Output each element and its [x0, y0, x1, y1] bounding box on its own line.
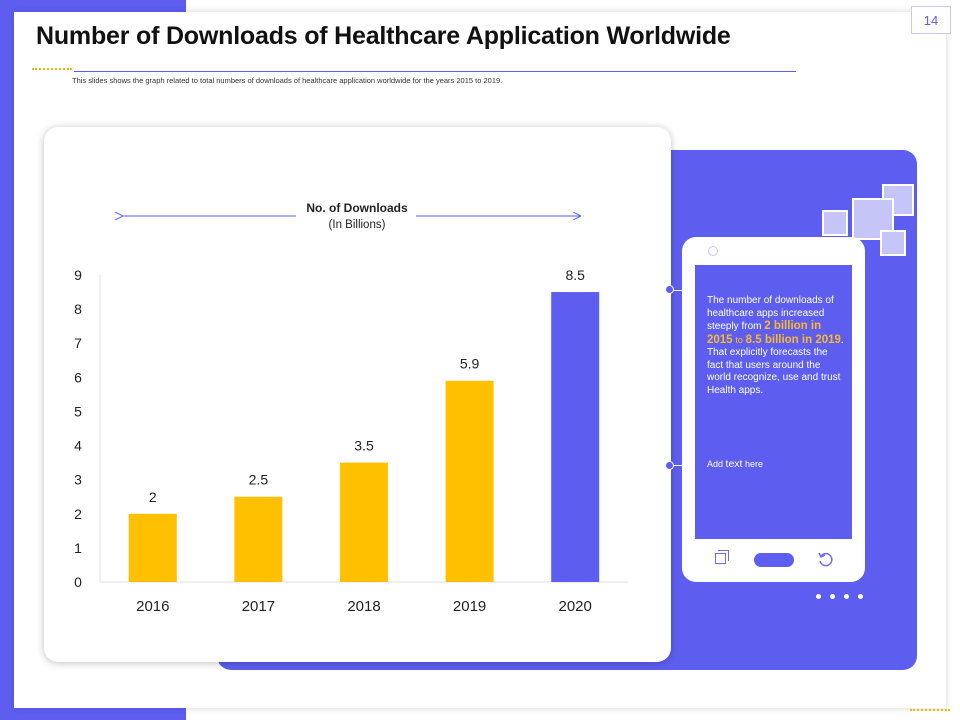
recent-apps-icon-back: [718, 550, 729, 561]
page-number-badge: 14: [911, 6, 951, 34]
chart-card: No. of Downloads (In Billions) 0 1 2 3 4 5 6 7 8…: [44, 127, 671, 662]
home-button-icon: [754, 553, 794, 567]
decor-square-3: [822, 210, 848, 236]
phone-nav-bar: [682, 550, 865, 571]
data-label: 2.5: [249, 472, 269, 488]
add-text-suffix: here: [744, 459, 763, 469]
chart-title: No. of Downloads: [306, 201, 408, 215]
y-tick-label: 8: [74, 301, 82, 317]
pointer-line-1: [674, 290, 692, 291]
phone-screen: The number of downloads of healthcare ap…: [695, 265, 852, 539]
pointer-dot-2: [665, 461, 674, 470]
pointer-line-2: [674, 465, 692, 466]
add-text-placeholder[interactable]: Add text here: [707, 458, 763, 470]
data-label: 3.5: [354, 438, 374, 454]
bar-2020: [551, 292, 600, 582]
data-label: 2: [149, 489, 157, 505]
x-tick-label: 2017: [242, 598, 275, 615]
page-title: Number of Downloads of Healthcare Applic…: [36, 22, 731, 50]
description-highlight-2: 8.5 billion in 2019: [745, 333, 841, 346]
y-tick-label: 2: [74, 506, 82, 522]
y-tick-label: 7: [74, 335, 82, 351]
y-tick-label: 5: [74, 403, 82, 419]
phone-mockup: The number of downloads of healthcare ap…: [682, 237, 865, 582]
bar-2017: [234, 496, 283, 582]
x-tick-label: 2016: [136, 598, 169, 615]
x-tick-label: 2020: [559, 598, 592, 615]
y-tick-label: 1: [74, 540, 82, 556]
bar-2016: [128, 513, 177, 582]
chart-subtitle: (In Billions): [329, 219, 386, 231]
title-underline: [74, 71, 796, 72]
data-label: 8.5: [565, 267, 585, 283]
data-label: 5.9: [460, 356, 480, 372]
phone-description: The number of downloads of healthcare ap…: [707, 295, 845, 397]
decor-square-4: [880, 230, 906, 256]
recent-apps-icon: [715, 553, 726, 564]
y-tick-label: 0: [74, 574, 82, 590]
y-tick-label: 6: [74, 369, 82, 385]
x-tick-label: 2019: [453, 598, 486, 615]
x-tick-label: 2018: [347, 598, 380, 615]
page-subtitle: This slides shows the graph related to t…: [72, 76, 503, 85]
pointer-dot-1: [665, 285, 674, 294]
description-text-1: The number of downloads of healthcare ap…: [707, 295, 834, 332]
phone-camera: [708, 246, 718, 256]
add-text-word: text: [725, 458, 743, 470]
description-connector: to: [735, 334, 743, 345]
bar-2019: [445, 380, 494, 582]
y-tick-label: 4: [74, 438, 82, 454]
back-arrow-icon: [818, 552, 833, 567]
add-text-prefix: Add: [707, 459, 724, 469]
bar-2018: [340, 462, 388, 582]
description-highlight-1: 2 billion in 2015: [707, 320, 822, 346]
y-tick-label: 3: [74, 472, 82, 488]
description-text-2: . That explicitly forecasts the fact tha…: [707, 334, 844, 396]
title-dots-decoration: [32, 68, 72, 70]
decor-dots: [816, 594, 863, 599]
bottom-dots-decoration: [910, 709, 950, 711]
bar-chart: No. of Downloads (In Billions) 0 1 2 3 4 5 6 7 8…: [74, 201, 628, 615]
y-tick-label: 9: [74, 267, 82, 283]
